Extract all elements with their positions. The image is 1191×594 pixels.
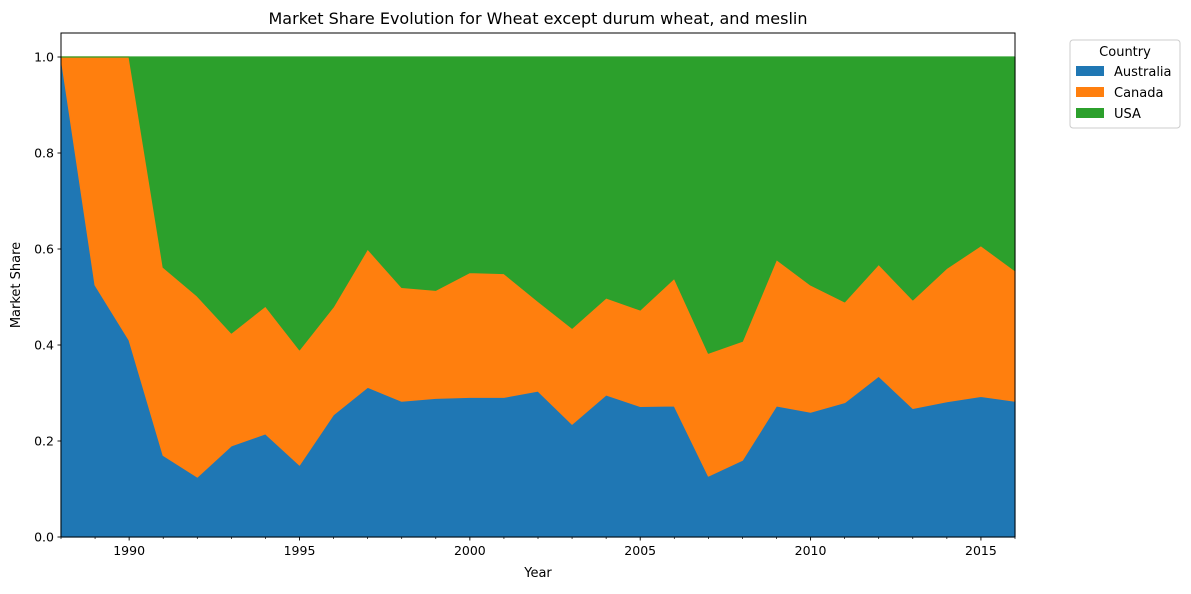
legend: Country Australia Canada USA xyxy=(1069,39,1181,129)
x-tick-label: 2000 xyxy=(454,543,486,558)
plot-frame xyxy=(60,32,1016,538)
y-tick-label: 0.2 xyxy=(34,434,54,449)
x-tick-label: 2015 xyxy=(965,543,997,558)
x-tick-label: 1990 xyxy=(113,543,145,558)
y-tick-label: 0.0 xyxy=(34,530,54,545)
chart-title: Market Share Evolution for Wheat except … xyxy=(269,9,808,28)
legend-box xyxy=(1069,39,1181,129)
legend-label-canada: Canada xyxy=(1114,86,1163,101)
x-tick-label: 1995 xyxy=(284,543,316,558)
y-axis: 0.0 0.2 0.4 0.6 0.8 1.0 xyxy=(34,50,61,545)
y-tick-label: 0.6 xyxy=(34,242,54,257)
legend-swatch-usa xyxy=(1076,108,1104,118)
legend-label-australia: Australia xyxy=(1114,65,1172,80)
y-axis-title: Market Share xyxy=(9,242,24,328)
x-axis: 1990 1995 2000 2005 2010 2015 xyxy=(60,537,1016,558)
y-tick-label: 0.4 xyxy=(34,338,54,353)
y-tick-label: 1.0 xyxy=(34,50,54,65)
x-tick-label: 2005 xyxy=(624,543,656,558)
legend-label-usa: USA xyxy=(1114,107,1141,122)
legend-title: Country xyxy=(1099,45,1151,60)
x-tick-label: 2010 xyxy=(795,543,827,558)
x-axis-title: Year xyxy=(523,566,552,581)
legend-swatch-canada xyxy=(1076,87,1104,97)
y-tick-label: 0.8 xyxy=(34,146,54,161)
legend-swatch-australia xyxy=(1076,66,1104,76)
area-series-group xyxy=(60,56,1016,538)
